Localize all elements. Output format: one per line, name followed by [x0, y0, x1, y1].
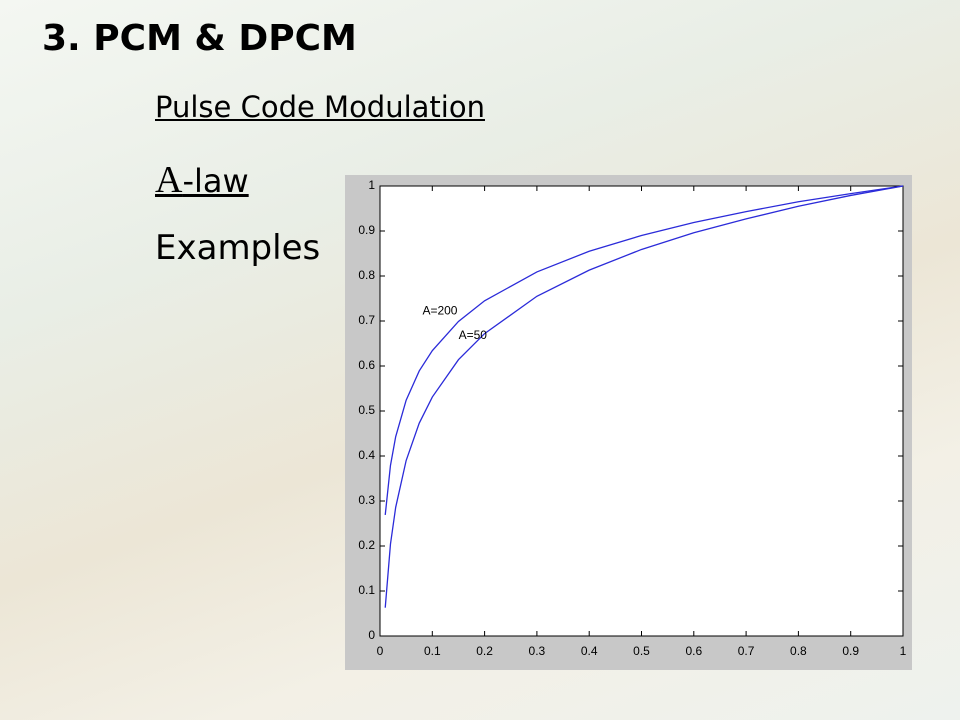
y-tick-label: 0.5: [358, 403, 375, 417]
curve-label: A=50: [459, 328, 488, 342]
x-tick-label: 0.3: [529, 644, 546, 658]
x-tick-label: 0.9: [842, 644, 859, 658]
y-tick-label: 0: [368, 628, 375, 642]
x-tick-label: 0: [377, 644, 384, 658]
y-tick-label: 0.6: [358, 358, 375, 372]
slide-title: 3. PCM & DPCM: [42, 18, 357, 59]
x-tick-label: 0.4: [581, 644, 598, 658]
law-text: -law: [182, 162, 249, 200]
y-tick-label: 0.7: [358, 313, 375, 327]
x-tick-label: 0.1: [424, 644, 441, 658]
law-heading: A-law: [155, 158, 249, 202]
y-tick-label: 0.8: [358, 268, 375, 282]
law-symbol: A: [155, 159, 183, 201]
y-tick-label: 1: [368, 178, 375, 192]
y-tick-label: 0.1: [358, 583, 375, 597]
curve-label: A=200: [422, 304, 457, 318]
y-tick-label: 0.9: [358, 223, 375, 237]
plot-area: [379, 185, 904, 637]
x-tick-label: 0.7: [738, 644, 755, 658]
x-tick-label: 0.5: [633, 644, 650, 658]
subtitle: Pulse Code Modulation: [155, 90, 485, 124]
series-line: [384, 185, 904, 516]
x-tick-label: 0.8: [790, 644, 807, 658]
x-tick-label: 0.6: [685, 644, 702, 658]
series-line: [384, 185, 904, 608]
x-tick-label: 1: [900, 644, 907, 658]
examples: Examples: [155, 228, 321, 268]
y-tick-label: 0.4: [358, 448, 375, 462]
y-tick-label: 0.2: [358, 538, 375, 552]
y-tick-label: 0.3: [358, 493, 375, 507]
x-tick-label: 0.2: [476, 644, 493, 658]
